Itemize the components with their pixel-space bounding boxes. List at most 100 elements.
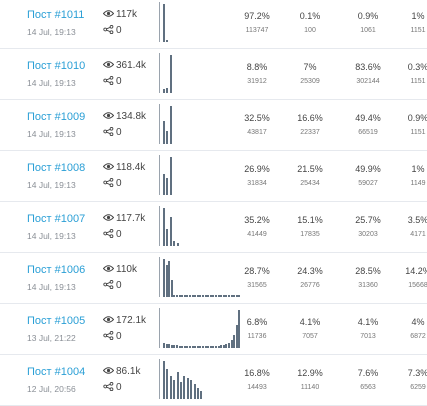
stat-percent: 0.1%: [299, 11, 321, 21]
stat-percent: 0.3%: [407, 62, 427, 72]
spark-bar: [222, 295, 225, 297]
stat-count: 7057: [302, 333, 318, 340]
stat-count: 6872: [410, 333, 426, 340]
share-icon: [103, 382, 114, 391]
post-title-link[interactable]: Пост #1009: [27, 111, 86, 123]
stat-percent: 49.9%: [355, 164, 381, 174]
spark-bar: [199, 346, 202, 348]
spark-bar: [194, 346, 197, 348]
stat-percent: 7.6%: [357, 368, 379, 378]
views-count: 117k: [103, 9, 137, 20]
spark-bar: [176, 243, 179, 246]
stat-percent: 7.3%: [407, 368, 427, 378]
eye-icon: [103, 213, 114, 222]
share-icon: [103, 76, 114, 85]
spark-bar: [200, 391, 203, 399]
spark-bar: [170, 280, 173, 297]
views-value: 117.7k: [116, 213, 146, 224]
post-date: 14 Jul, 19:13: [27, 129, 76, 139]
spark-bar: [209, 295, 212, 297]
shares-value: 0: [116, 382, 122, 393]
stat-count: 26776: [300, 282, 320, 289]
post-title-link[interactable]: Пост #1005: [27, 315, 86, 327]
sparkline-chart: [159, 308, 241, 348]
eye-icon: [103, 111, 114, 120]
spark-bar: [191, 295, 194, 297]
spark-bar: [176, 295, 178, 297]
stat-percent: 28.5%: [355, 266, 381, 276]
stat-count: 1061: [360, 27, 376, 34]
post-title-link[interactable]: Пост #1004: [27, 366, 86, 378]
stat-count: 25309: [300, 78, 320, 85]
stat-count: 31834: [247, 180, 267, 187]
spark-bar: [166, 369, 169, 399]
views-value: 361.4k: [116, 60, 147, 71]
spark-bar: [166, 178, 169, 195]
stat-count: 41449: [247, 231, 267, 238]
spark-bar: [163, 121, 165, 144]
spark-bar: [199, 295, 202, 297]
stat-count: 15668: [408, 282, 427, 289]
eye-icon: [103, 264, 114, 273]
stat-percent: 4%: [411, 317, 425, 327]
eye-icon: [103, 162, 114, 171]
post-title-link[interactable]: Пост #1010: [27, 60, 86, 72]
stat-count: 25434: [300, 180, 320, 187]
sparkline-chart: [159, 2, 240, 42]
stat-percent: 97.2%: [244, 11, 270, 21]
shares-value: 0: [116, 178, 122, 189]
post-date: 14 Jul, 19:13: [27, 180, 76, 190]
stat-count: 6259: [410, 384, 426, 391]
spark-bar: [212, 346, 215, 348]
spark-bar: [189, 295, 191, 297]
stat-percent: 1%: [411, 164, 425, 174]
spark-bar: [196, 346, 199, 348]
stat-count: 1151: [410, 129, 426, 136]
spark-bar: [176, 345, 178, 348]
spark-bar: [197, 388, 199, 399]
spark-bar: [163, 259, 165, 297]
spark-bar: [194, 295, 197, 297]
stat-percent: 7%: [303, 62, 317, 72]
spark-bar: [196, 295, 199, 297]
spark-bar: [178, 346, 181, 348]
spark-bar: [189, 346, 191, 348]
spark-bar: [186, 378, 189, 399]
shares-value: 0: [116, 76, 122, 87]
spark-bar: [173, 345, 176, 348]
shares-count: 0: [103, 178, 122, 189]
post-title-link[interactable]: Пост #1008: [27, 162, 86, 174]
spark-bar: [207, 295, 210, 297]
eye-icon: [103, 60, 114, 69]
stat-percent: 6.8%: [246, 317, 268, 327]
spark-bar: [212, 295, 215, 297]
post-date: 13 Jul, 21:22: [27, 333, 76, 343]
shares-count: 0: [103, 229, 122, 240]
post-title-link[interactable]: Пост #1011: [27, 9, 85, 21]
shares-count: 0: [103, 382, 122, 393]
spark-bar: [220, 345, 223, 348]
views-value: 86.1k: [116, 366, 141, 377]
views-count: 86.1k: [103, 366, 140, 377]
stat-count: 31565: [247, 282, 267, 289]
stat-count: 31360: [358, 282, 378, 289]
post-title-link[interactable]: Пост #1006: [27, 264, 86, 276]
views-count: 361.4k: [103, 60, 146, 71]
stat-percent: 35.2%: [244, 215, 270, 225]
spark-bar: [168, 261, 171, 297]
spark-bar: [165, 344, 168, 348]
spark-bar: [230, 340, 233, 348]
spark-bar: [225, 295, 228, 297]
spark-bar: [238, 295, 241, 297]
spark-bar: [220, 295, 223, 297]
spark-bar: [202, 295, 204, 297]
spark-bar: [181, 346, 184, 348]
post-title-link[interactable]: Пост #1007: [27, 213, 86, 225]
spark-bar: [238, 310, 241, 348]
stat-percent: 83.6%: [355, 62, 381, 72]
eye-icon: [103, 315, 114, 324]
views-count: 110k: [103, 264, 137, 275]
spark-bar: [163, 208, 165, 246]
spark-bar: [176, 372, 179, 399]
